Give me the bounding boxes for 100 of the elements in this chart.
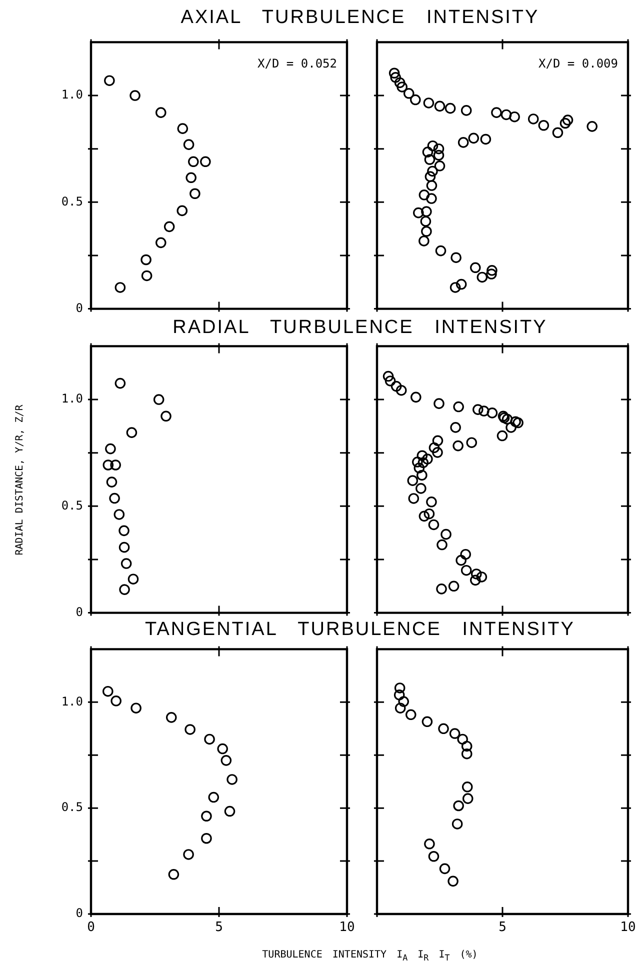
point xyxy=(436,539,448,550)
point xyxy=(468,132,480,144)
point xyxy=(426,496,437,508)
point xyxy=(432,447,443,458)
point xyxy=(436,584,447,594)
point xyxy=(460,105,472,116)
point xyxy=(390,72,401,83)
point xyxy=(456,554,466,566)
point xyxy=(128,574,139,584)
point xyxy=(470,574,481,586)
point xyxy=(453,401,464,412)
y-tick-label: 0 xyxy=(76,906,83,920)
y-axis-title: RADIAL DISTANCE, Y/R, Z/R xyxy=(14,404,26,556)
point xyxy=(224,806,236,817)
point xyxy=(460,564,472,576)
point xyxy=(220,755,232,766)
point xyxy=(453,800,464,812)
point xyxy=(486,408,498,418)
point xyxy=(428,442,440,454)
point xyxy=(476,272,488,283)
point xyxy=(102,460,114,470)
point xyxy=(461,740,472,752)
y-tick-label: 0.5 xyxy=(61,800,83,814)
point xyxy=(130,702,142,714)
chart-title: RADIAL TURBULENCE INTENSITY xyxy=(172,317,548,339)
point xyxy=(510,416,521,428)
y-tick-label: 0 xyxy=(76,300,83,315)
point xyxy=(427,166,438,177)
point xyxy=(424,838,435,850)
point xyxy=(456,278,467,290)
point xyxy=(452,818,463,830)
point xyxy=(114,509,125,520)
point xyxy=(130,90,140,101)
point xyxy=(438,723,449,734)
point xyxy=(440,528,452,540)
point xyxy=(109,492,120,504)
point xyxy=(424,508,435,520)
point xyxy=(538,120,550,131)
point xyxy=(422,146,434,158)
point xyxy=(140,254,152,266)
point xyxy=(226,774,238,785)
point xyxy=(418,510,430,522)
point xyxy=(204,734,215,745)
point xyxy=(458,137,469,148)
point xyxy=(396,82,408,92)
point xyxy=(102,686,114,697)
point xyxy=(110,695,122,706)
point xyxy=(106,476,118,488)
point xyxy=(398,696,410,707)
point xyxy=(105,443,116,454)
annotation: X/D = 0.009 xyxy=(538,56,618,70)
point xyxy=(462,781,473,792)
point xyxy=(502,414,513,425)
x-tick-label: 10 xyxy=(620,920,636,936)
point xyxy=(416,483,426,494)
point xyxy=(418,190,430,200)
point xyxy=(470,568,482,580)
x-tick-label: 5 xyxy=(498,920,506,936)
chart-title: AXIAL TURBULENCE INTENSITY xyxy=(180,7,540,29)
point xyxy=(217,743,228,754)
point xyxy=(457,734,468,745)
point xyxy=(486,268,497,280)
point xyxy=(166,712,177,723)
point xyxy=(433,150,444,161)
point xyxy=(390,380,402,392)
y-tick-label: 0 xyxy=(76,604,83,619)
point xyxy=(428,850,440,862)
point xyxy=(528,114,539,124)
point xyxy=(432,435,444,446)
point xyxy=(466,437,478,448)
point xyxy=(428,519,440,530)
point xyxy=(500,109,512,120)
point xyxy=(506,422,516,433)
point xyxy=(155,107,166,118)
point xyxy=(201,832,212,844)
point xyxy=(416,470,428,481)
point xyxy=(405,709,416,720)
point xyxy=(450,422,461,433)
point xyxy=(418,236,430,246)
point xyxy=(410,94,421,106)
point xyxy=(422,716,433,728)
point xyxy=(412,456,423,468)
point xyxy=(382,370,394,382)
point xyxy=(119,584,130,595)
point xyxy=(118,542,130,553)
point xyxy=(396,384,407,396)
point xyxy=(118,525,130,536)
point xyxy=(562,114,574,126)
point xyxy=(168,868,180,880)
point xyxy=(426,193,437,204)
point xyxy=(435,245,446,256)
point xyxy=(155,237,166,248)
point xyxy=(462,793,474,804)
point xyxy=(424,154,436,165)
point xyxy=(407,475,418,486)
chart-title: TANGENTIAL TURBULENCE INTENSITY xyxy=(145,619,575,641)
point xyxy=(448,580,460,592)
point xyxy=(114,378,126,389)
point xyxy=(586,121,598,132)
point xyxy=(448,876,458,887)
